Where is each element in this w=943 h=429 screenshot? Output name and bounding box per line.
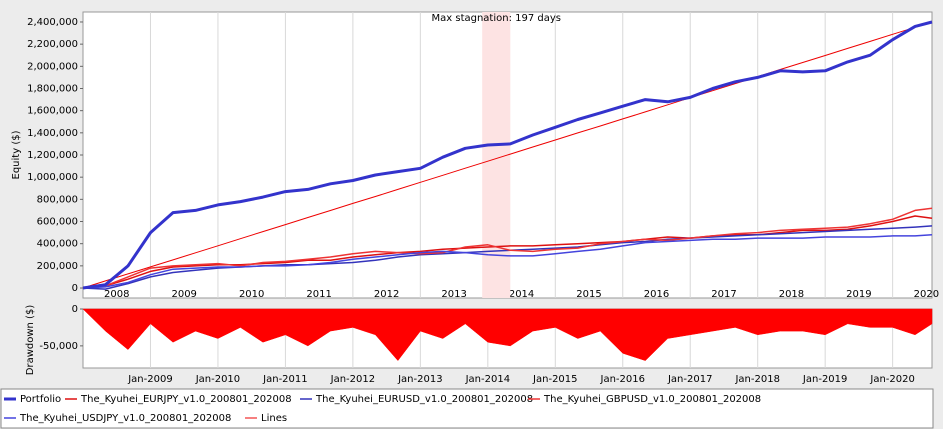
legend-label: The_Kyuhei_EURUSD_v1.0_200801_202008 bbox=[315, 394, 533, 405]
x-tick-label: Jan-2015 bbox=[532, 374, 577, 385]
y-tick-label: 200,000 bbox=[37, 261, 78, 272]
x-tick-label: 2013 bbox=[441, 289, 466, 300]
series-line bbox=[82, 21, 933, 289]
y-tick-label: 600,000 bbox=[37, 217, 78, 228]
x-tick-label: 2014 bbox=[509, 289, 534, 300]
y-tick-label: 1,200,000 bbox=[27, 150, 78, 161]
legend-label: The_Kyuhei_EURJPY_v1.0_200801_202008 bbox=[80, 394, 292, 405]
x-tick-label: Jan-2011 bbox=[262, 374, 307, 385]
series-line bbox=[82, 234, 933, 289]
y-tick-label: 400,000 bbox=[37, 239, 78, 250]
series-line bbox=[82, 20, 933, 290]
x-tick-label: Jan-2009 bbox=[127, 374, 172, 385]
y-tick-label: 2,000,000 bbox=[27, 61, 78, 72]
y-tick-label: 1,000,000 bbox=[27, 172, 78, 183]
series-line bbox=[82, 207, 933, 289]
x-tick-label: 2018 bbox=[779, 289, 804, 300]
x-tick-label: Jan-2018 bbox=[734, 374, 779, 385]
x-tick-label: 2017 bbox=[711, 289, 736, 300]
legend-label: The_Kyuhei_GBPUSD_v1.0_200801_202008 bbox=[543, 394, 761, 405]
x-tick-label: Jan-2012 bbox=[330, 374, 375, 385]
x-tick-label: Jan-2019 bbox=[802, 374, 847, 385]
y-axis-label: Equity ($) bbox=[11, 130, 22, 179]
drawdown-area bbox=[82, 308, 933, 361]
y-tick-label: 2,400,000 bbox=[27, 17, 78, 28]
legend-label: Lines bbox=[261, 413, 287, 424]
stagnation-label: Max stagnation: 197 days bbox=[432, 13, 562, 24]
x-tick-label: 2020 bbox=[914, 289, 939, 300]
x-tick-label: 2010 bbox=[239, 289, 264, 300]
x-tick-label: 2009 bbox=[171, 289, 196, 300]
x-tick-label: 2016 bbox=[644, 289, 669, 300]
x-tick-label: Jan-2010 bbox=[195, 374, 240, 385]
y-tick-label: 800,000 bbox=[37, 194, 78, 205]
y-tick-label: 1,800,000 bbox=[27, 83, 78, 94]
y-tick-label: 1,600,000 bbox=[27, 106, 78, 117]
x-tick-label: Jan-2017 bbox=[667, 374, 712, 385]
y-tick-label: -50,000 bbox=[39, 341, 78, 352]
y-tick-label: 2,200,000 bbox=[27, 39, 78, 50]
y-axis-label: Drawdown ($) bbox=[25, 305, 36, 376]
legend-label: Portfolio bbox=[20, 394, 61, 405]
x-tick-label: 2019 bbox=[846, 289, 871, 300]
legend-box bbox=[0, 388, 934, 429]
y-tick-label: 0 bbox=[72, 283, 78, 294]
y-tick-label: 1,400,000 bbox=[27, 128, 78, 139]
x-tick-label: Jan-2020 bbox=[869, 374, 914, 385]
x-tick-label: Jan-2016 bbox=[600, 374, 645, 385]
x-tick-label: 2012 bbox=[374, 289, 399, 300]
x-tick-label: 2015 bbox=[576, 289, 601, 300]
x-tick-label: Jan-2014 bbox=[465, 374, 510, 385]
legend-label: The_Kyuhei_USDJPY_v1.0_200801_202008 bbox=[19, 413, 231, 424]
x-tick-label: 2011 bbox=[306, 289, 331, 300]
x-tick-label: 2008 bbox=[104, 289, 129, 300]
x-tick-label: Jan-2013 bbox=[397, 374, 442, 385]
y-tick-label: 0 bbox=[72, 304, 78, 315]
